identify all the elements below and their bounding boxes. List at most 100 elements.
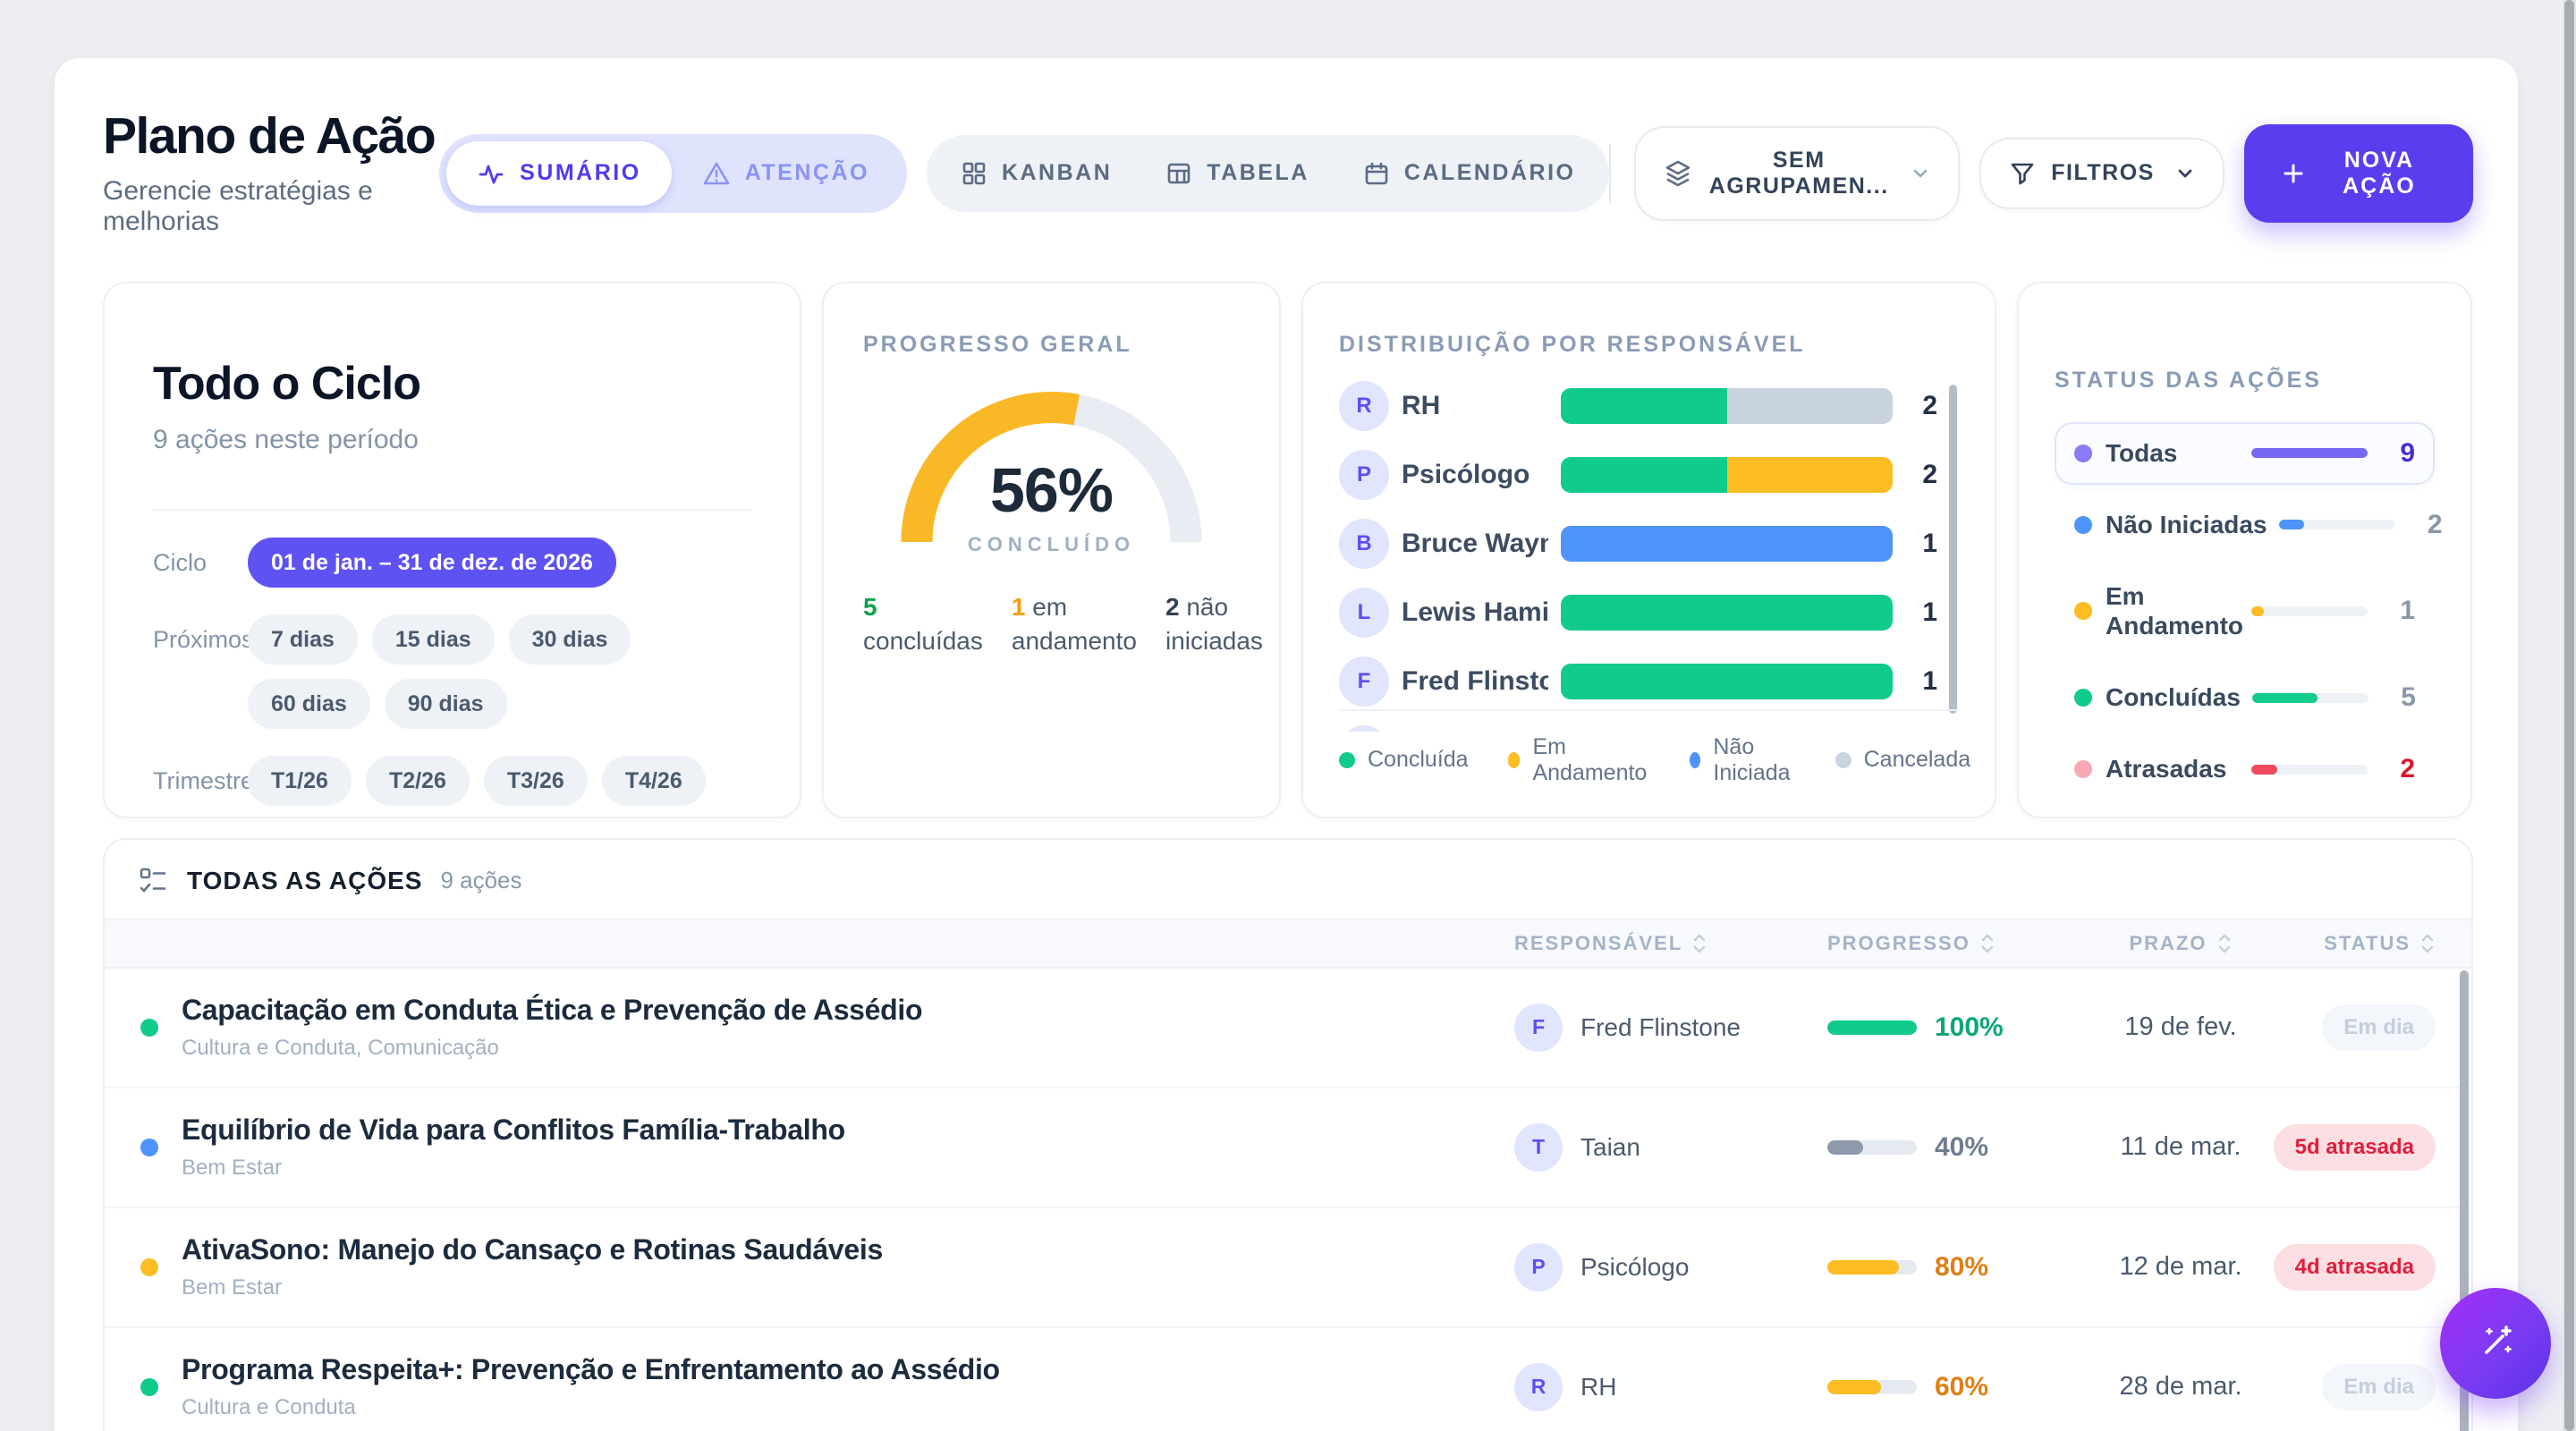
filter-icon <box>2008 159 2037 188</box>
progress-stats: 5 concluídas 1 em andamento 2 não inicia… <box>863 590 1263 658</box>
status-label: Concluídas <box>2106 683 2241 712</box>
action-row-equilibrio[interactable]: Equilíbrio de Vida para Conflitos Famíli… <box>105 1088 2471 1208</box>
status-dot <box>2074 444 2092 462</box>
chip-t4-26[interactable]: T4/26 <box>601 755 706 806</box>
chip-60-dias[interactable]: 60 dias <box>248 678 370 729</box>
action-row-respeita[interactable]: Programa Respeita+: Prevenção e Enfrenta… <box>105 1327 2471 1431</box>
status-bar <box>2251 448 2368 459</box>
distribution-count: 1 <box>1922 665 1937 696</box>
owner-name: RH <box>1580 1372 1617 1401</box>
filters-button[interactable]: FILTROS <box>1979 137 2224 209</box>
chip-30-dias[interactable]: 30 dias <box>508 614 631 665</box>
distribution-legend: Concluída Em Andamento Não Iniciada Canc… <box>1339 708 1970 786</box>
table-icon <box>1165 160 1192 187</box>
action-tags: Cultura e Conduta <box>182 1395 356 1420</box>
quarter-label: Trimestre <box>153 766 254 794</box>
gauge-caption: CONCLUÍDO <box>967 532 1136 555</box>
chip-90-dias[interactable]: 90 dias <box>384 678 507 729</box>
deadline: 11 de mar. <box>2120 1132 2241 1162</box>
stat-nao-iniciadas: 2 não iniciadas <box>1165 590 1263 658</box>
alert-triangle-icon <box>702 159 731 188</box>
distribution-scrollbar[interactable] <box>1949 384 1957 714</box>
column-progresso[interactable]: PROGRESSO <box>1827 932 2087 955</box>
stat-concluidas-value: 5 <box>863 592 877 621</box>
avatar: R <box>1339 380 1389 431</box>
chip-7-dias[interactable]: 7 dias <box>248 614 358 665</box>
page-scrollbar[interactable] <box>2563 0 2576 1431</box>
tab-atencao[interactable]: ATENÇÃO <box>672 141 900 206</box>
status-bar <box>2251 764 2368 775</box>
chevron-down-icon <box>1910 163 1931 184</box>
chip-t1-26[interactable]: T1/26 <box>248 755 352 806</box>
page-scrollbar-thumb[interactable] <box>2564 0 2574 1431</box>
tab-kanban[interactable]: KANBAN <box>934 142 1139 205</box>
distribution-row-psicologo: P Psicólogo 2 <box>1339 449 1937 500</box>
plus-icon <box>2280 160 2307 187</box>
header-divider <box>1609 143 1612 203</box>
status-filter-atrasadas[interactable]: Atrasadas 2 <box>2055 738 2435 800</box>
avatar: R <box>1514 1362 1563 1411</box>
column-label: PROGRESSO <box>1827 931 1970 954</box>
column-status[interactable]: STATUS <box>2275 932 2436 955</box>
upcoming-label: Próximos <box>153 625 254 653</box>
tab-tabela[interactable]: TABELA <box>1139 142 1336 205</box>
action-row-ativasono[interactable]: AtivaSono: Manejo do Cansaço e Rotinas S… <box>105 1207 2471 1328</box>
deadline: 19 de fev. <box>2124 1012 2237 1042</box>
avatar: T <box>1514 1122 1563 1172</box>
status-badge: Em dia <box>2322 1363 2436 1410</box>
distribution-row-taian: T Taian 1 <box>1339 724 1937 732</box>
cycle-card-title: Todo o Ciclo <box>153 357 421 410</box>
status-filter-todas[interactable]: Todas 9 <box>2055 421 2435 485</box>
deadline: 12 de mar. <box>2119 1252 2242 1282</box>
tab-sumario[interactable]: SUMÁRIO <box>446 140 672 206</box>
layers-icon <box>1663 158 1693 189</box>
distribution-row-lewis: L Lewis Hamil... 1 <box>1339 587 1937 638</box>
grouping-button[interactable]: SEM AGRUPAMEN... <box>1634 125 1961 221</box>
table-scrollbar[interactable] <box>2460 970 2469 1431</box>
status-card: STATUS DAS AÇÕES Todas 9 Não Iniciadas 2 <box>2017 281 2472 818</box>
chip-t3-26[interactable]: T3/26 <box>483 755 588 806</box>
status-dot <box>140 1257 158 1276</box>
chip-t2-26[interactable]: T2/26 <box>365 755 470 806</box>
action-row-capacitacao[interactable]: Capacitação em Conduta Ética e Prevenção… <box>105 968 2471 1088</box>
owner-name: Fred Flinstone <box>1580 1012 1741 1041</box>
legend-dot <box>1690 751 1701 768</box>
new-action-button[interactable]: NOVA AÇÃO <box>2243 123 2473 223</box>
tab-kanban-label: KANBAN <box>1001 160 1113 186</box>
status-card-title: STATUS DAS AÇÕES <box>2055 367 2322 393</box>
status-filter-concluidas[interactable]: Concluídas 5 <box>2055 666 2435 729</box>
status-dot <box>2074 760 2092 779</box>
progress-cell: 60% <box>1827 1372 2087 1402</box>
status-dot <box>2074 689 2092 707</box>
avatar: F <box>1514 1003 1563 1052</box>
page-title: Plano de Ação <box>103 107 436 165</box>
table-column-header: RESPONSÁVEL PROGRESSO PRAZO STATUS <box>105 918 2471 969</box>
status-filter-em-andamento[interactable]: Em Andamento 1 <box>2055 565 2435 657</box>
owner-name: Lewis Hamil... <box>1402 597 1548 627</box>
status-filter-nao-iniciadas[interactable]: Não Iniciadas 2 <box>2055 494 2443 556</box>
legend-concluida: Concluída <box>1339 747 1469 773</box>
distribution-bar <box>1561 663 1893 699</box>
legend-dot <box>1835 751 1852 768</box>
avatar: F <box>1339 656 1389 707</box>
distribution-count: 2 <box>1922 459 1937 489</box>
progress-bar <box>1827 1259 1917 1274</box>
action-title: Equilíbrio de Vida para Conflitos Famíli… <box>182 1113 845 1147</box>
status-dot <box>140 1138 158 1156</box>
cycle-range-chip[interactable]: 01 de jan. – 31 de dez. de 2026 <box>248 537 616 588</box>
column-prazo[interactable]: PRAZO <box>2087 932 2275 955</box>
distribution-bar <box>1561 387 1893 424</box>
chip-15-dias[interactable]: 15 dias <box>371 614 495 665</box>
distribution-count: 2 <box>1922 390 1937 420</box>
owner-cell: T Taian <box>1514 1122 1827 1172</box>
stat-concluidas-label: concluídas <box>863 626 983 655</box>
column-label: PRAZO <box>2129 931 2207 954</box>
divider <box>153 508 751 511</box>
column-responsavel[interactable]: RESPONSÁVEL <box>1514 932 1827 955</box>
status-label: Não Iniciadas <box>2106 510 2267 538</box>
ai-assistant-fab[interactable] <box>2440 1288 2551 1399</box>
tab-calendario[interactable]: CALENDÁRIO <box>1336 142 1603 205</box>
progress-bar <box>1827 1020 1917 1035</box>
actions-table-title: TODAS AS AÇÕES <box>187 866 423 894</box>
progress-cell: 100% <box>1827 1012 2087 1043</box>
